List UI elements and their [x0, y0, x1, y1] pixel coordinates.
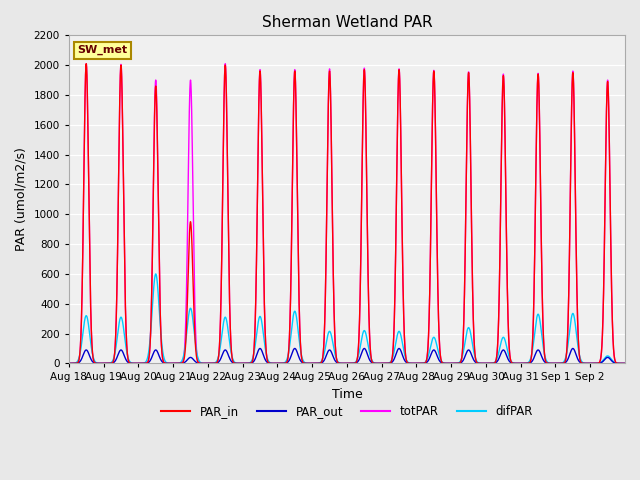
- difPAR: [474, 360, 482, 365]
- PAR_out: [65, 360, 73, 366]
- totPAR: [336, 360, 344, 366]
- difPAR: [152, 271, 159, 277]
- PAR_out: [474, 360, 482, 366]
- totPAR: [277, 360, 285, 366]
- PAR_out: [569, 346, 577, 351]
- totPAR: [84, 128, 92, 134]
- PAR_out: [277, 360, 285, 366]
- difPAR: [84, 318, 92, 324]
- difPAR: [621, 360, 629, 366]
- X-axis label: Time: Time: [332, 388, 362, 401]
- Line: PAR_in: PAR_in: [69, 64, 625, 363]
- Line: PAR_out: PAR_out: [69, 348, 625, 363]
- totPAR: [544, 360, 552, 366]
- Text: SW_met: SW_met: [77, 45, 127, 56]
- Legend: PAR_in, PAR_out, totPAR, difPAR: PAR_in, PAR_out, totPAR, difPAR: [156, 401, 538, 423]
- PAR_in: [277, 360, 285, 366]
- difPAR: [65, 360, 73, 366]
- PAR_in: [336, 360, 344, 366]
- Line: difPAR: difPAR: [69, 274, 625, 363]
- PAR_in: [621, 360, 629, 366]
- totPAR: [374, 360, 382, 366]
- Y-axis label: PAR (umol/m2/s): PAR (umol/m2/s): [15, 147, 28, 252]
- PAR_out: [84, 349, 92, 355]
- Title: Sherman Wetland PAR: Sherman Wetland PAR: [262, 15, 432, 30]
- PAR_in: [474, 360, 482, 366]
- PAR_in: [84, 128, 92, 134]
- totPAR: [474, 360, 482, 366]
- PAR_out: [621, 360, 629, 366]
- totPAR: [621, 360, 629, 366]
- PAR_in: [374, 360, 382, 366]
- difPAR: [277, 360, 285, 366]
- totPAR: [83, 61, 90, 67]
- Line: totPAR: totPAR: [69, 64, 625, 363]
- difPAR: [336, 360, 344, 366]
- difPAR: [544, 360, 552, 365]
- PAR_out: [544, 360, 552, 366]
- PAR_out: [336, 360, 344, 366]
- totPAR: [65, 360, 73, 366]
- PAR_in: [83, 61, 90, 67]
- PAR_in: [65, 360, 73, 366]
- PAR_in: [544, 360, 552, 366]
- difPAR: [374, 360, 382, 366]
- PAR_out: [374, 360, 382, 366]
